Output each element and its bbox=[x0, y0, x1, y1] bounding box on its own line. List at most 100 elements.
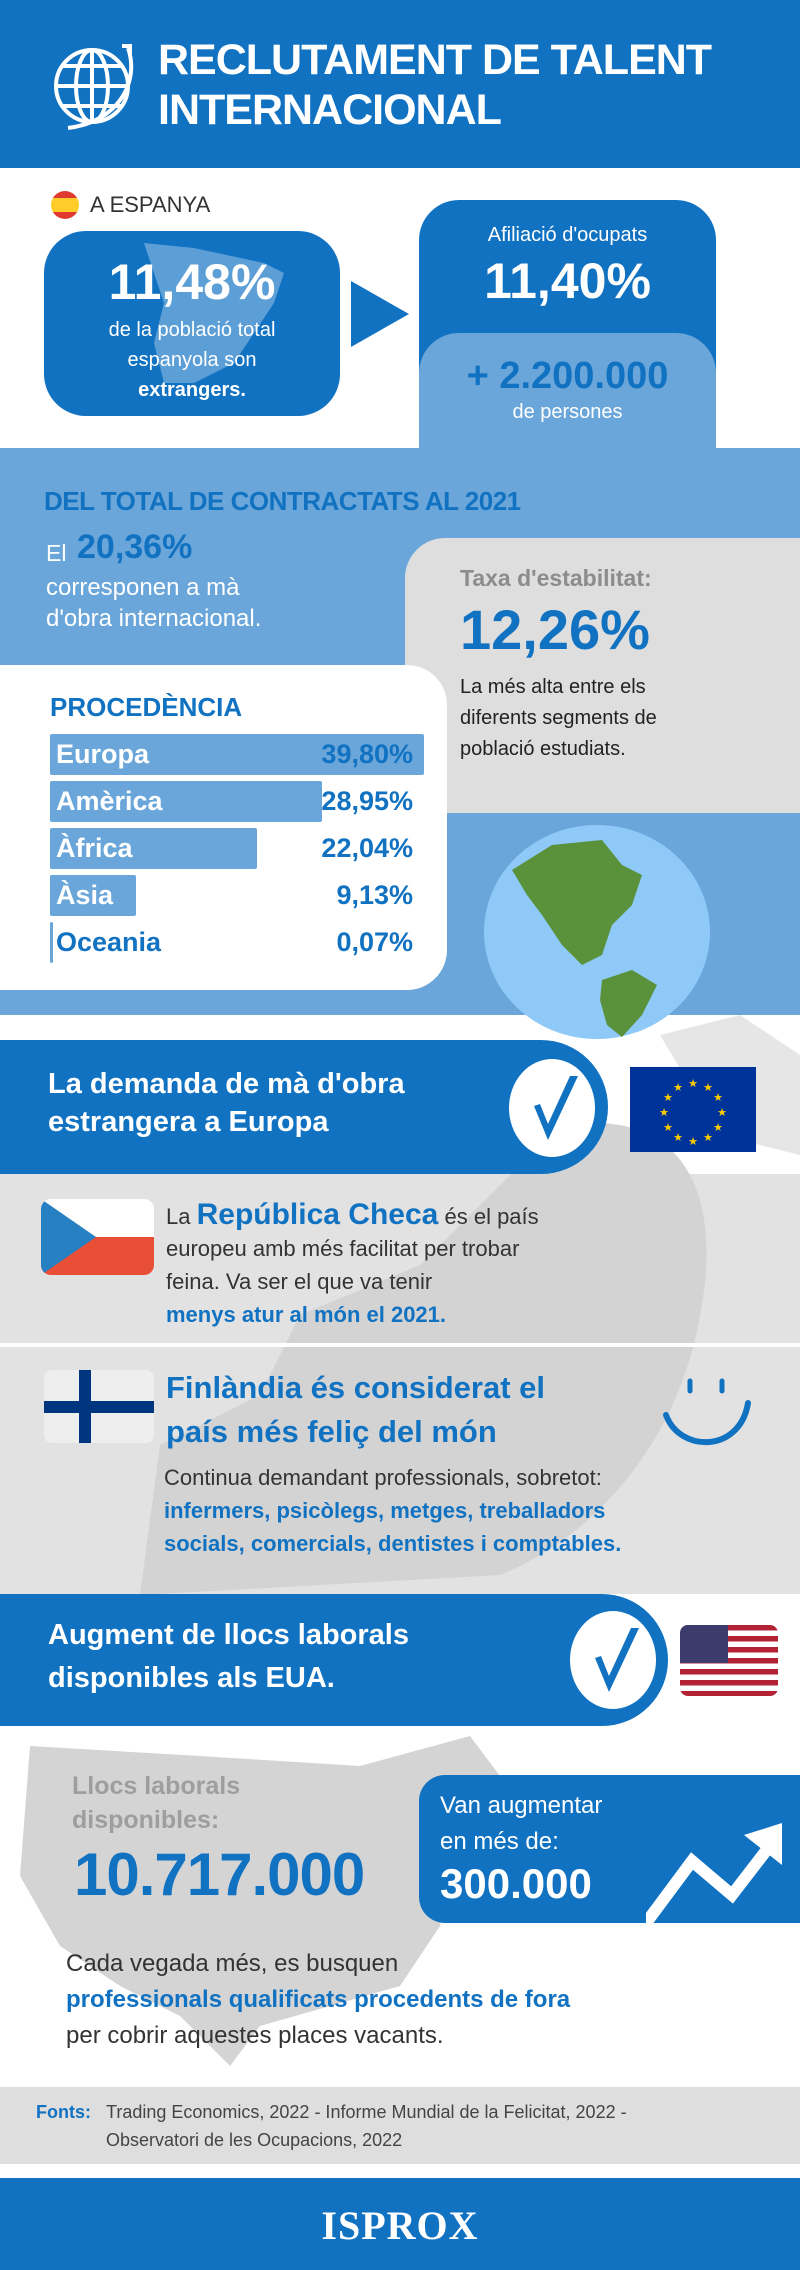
bar-àsia bbox=[50, 875, 136, 916]
persons-label: de persones bbox=[512, 401, 623, 423]
finland-flag-icon bbox=[44, 1370, 154, 1443]
header bbox=[0, 0, 800, 168]
bar-àfrica bbox=[50, 828, 258, 869]
bar-label: Àsia bbox=[56, 880, 114, 910]
affiliation-label: Afiliació d'ocupats bbox=[487, 224, 648, 246]
czech-line3: feina. Va ser el que va tenir bbox=[166, 1269, 433, 1294]
bar-amèrica bbox=[50, 781, 323, 822]
svg-text:★: ★ bbox=[713, 1122, 723, 1134]
bar-value: 9,13% bbox=[336, 880, 413, 910]
spain-flag-icon bbox=[51, 191, 79, 219]
stability-desc3: població estudiats. bbox=[460, 738, 626, 760]
page-title-line2: INTERNACIONAL bbox=[158, 86, 502, 134]
contracts-heading: DEL TOTAL DE CONTRACTATS AL 2021 bbox=[44, 486, 521, 516]
affiliation-card: Afiliació d'ocupats 11,40% + 2.200.000 d… bbox=[419, 200, 716, 450]
contracts-line2: d'obra internacional. bbox=[46, 605, 262, 632]
stability-desc1: La més alta entre els bbox=[460, 676, 646, 698]
svg-text:★: ★ bbox=[713, 1092, 723, 1104]
foreigners-desc3: extrangers. bbox=[138, 379, 246, 401]
spain-map-icon bbox=[144, 243, 284, 383]
page-title-line1: RECLUTAMENT DE TALENT bbox=[158, 36, 712, 84]
svg-text:★: ★ bbox=[703, 1082, 713, 1094]
procedencia-card bbox=[0, 665, 447, 990]
bar-europa bbox=[50, 734, 424, 775]
stability-pct: 12,26% bbox=[460, 598, 650, 661]
usa-banner-line1: Augment de llocs laborals bbox=[48, 1619, 409, 1651]
bar-value: 22,04% bbox=[321, 833, 413, 863]
bar-value: 28,95% bbox=[321, 786, 413, 816]
usa-flag-icon bbox=[680, 1625, 778, 1696]
svg-text:★: ★ bbox=[659, 1107, 669, 1119]
czech-post: és el país bbox=[444, 1204, 539, 1229]
bar-label: Europa bbox=[56, 739, 150, 769]
contracts-el: El bbox=[46, 540, 67, 566]
smiley-icon bbox=[663, 1378, 751, 1446]
spain-label: A ESPANYA bbox=[90, 192, 211, 217]
finland-heading1: Finlàndia és considerat el bbox=[166, 1370, 546, 1405]
sources-label: Fonts: bbox=[36, 2102, 91, 2122]
section-divider bbox=[0, 1343, 800, 1347]
jobs-label2: disponibles: bbox=[72, 1806, 220, 1834]
arrow-right-icon bbox=[351, 281, 409, 347]
bar-value: 0,07% bbox=[336, 927, 413, 957]
sources-line2: Observatori de les Ocupacions, 2022 bbox=[106, 2130, 403, 2150]
foreigners-pct: 11,48% bbox=[108, 254, 276, 310]
svg-text:★: ★ bbox=[663, 1122, 673, 1134]
procedencia-title: PROCEDÈNCIA bbox=[50, 692, 243, 722]
czech-line4: menys atur al món el 2021. bbox=[166, 1302, 447, 1327]
svg-text:★: ★ bbox=[703, 1132, 713, 1144]
bar-oceania bbox=[50, 922, 53, 963]
czech-pre: La bbox=[166, 1204, 191, 1229]
checkmark-icon bbox=[509, 1059, 595, 1157]
finland-heading2: país més feliç del món bbox=[166, 1414, 497, 1449]
affiliation-pct: 11,40% bbox=[484, 253, 651, 309]
bar-value: 39,80% bbox=[321, 739, 413, 769]
isprox-logo: ISPROX bbox=[321, 2203, 479, 2248]
stability-desc2: diferents segments de bbox=[460, 707, 657, 729]
europe-banner-line1: La demanda de mà d'obra bbox=[48, 1068, 405, 1100]
finland-body: Continua demandant professionals, sobret… bbox=[164, 1465, 602, 1490]
persons-value: + 2.200.000 bbox=[466, 355, 669, 397]
jobs-label1: Llocs laborals bbox=[72, 1772, 241, 1800]
contracts-line1: corresponen a mà bbox=[46, 574, 240, 601]
usa-para-line1: Cada vegada més, es busquen bbox=[66, 1950, 399, 1977]
czech-flag-icon bbox=[41, 1199, 154, 1275]
increase-line1: Van augmentar bbox=[440, 1792, 603, 1819]
foreigners-desc2: espanyola son bbox=[127, 349, 257, 371]
svg-text:★: ★ bbox=[673, 1132, 683, 1144]
earth-globe-icon bbox=[484, 825, 710, 1039]
persons-panel: + 2.200.000 de persones bbox=[419, 333, 716, 450]
contracts-pct: 20,36% bbox=[77, 528, 193, 566]
svg-text:★: ★ bbox=[673, 1082, 683, 1094]
trend-up-arrow-icon bbox=[646, 1823, 782, 1923]
svg-text:★: ★ bbox=[688, 1078, 698, 1090]
usa-map-background bbox=[20, 1736, 500, 2066]
finland-list2: socials, comercials, dentistes i comptab… bbox=[164, 1531, 622, 1556]
bar-label: Àfrica bbox=[56, 833, 133, 863]
stability-label: Taxa d'estabilitat: bbox=[460, 565, 652, 591]
bar-label: Oceania bbox=[56, 927, 162, 957]
czech-name: República Checa bbox=[196, 1198, 439, 1231]
czech-line2: europeu amb més facilitat per trobar bbox=[166, 1236, 520, 1261]
globe-arrows-icon bbox=[54, 44, 134, 130]
increase-value: 300.000 bbox=[440, 1860, 592, 1907]
svg-text:★: ★ bbox=[663, 1092, 673, 1104]
usa-para-line3: per cobrir aquestes places vacants. bbox=[66, 2022, 444, 2049]
usa-banner bbox=[0, 1594, 668, 1726]
usa-para-line2: professionals qualificats procedents de … bbox=[66, 1986, 571, 2013]
footer bbox=[0, 2178, 800, 2270]
foreigners-desc1: de la població total bbox=[108, 319, 276, 341]
foreigners-card: 11,48% de la població total espanyola so… bbox=[44, 231, 340, 416]
sources-box bbox=[0, 2087, 800, 2164]
stability-card bbox=[405, 538, 800, 813]
sources-line1: Trading Economics, 2022 - Informe Mundia… bbox=[106, 2102, 627, 2122]
czech-line1: La República Checa és el país bbox=[166, 1198, 539, 1232]
increase-line2: en més de: bbox=[440, 1828, 559, 1855]
checkmark-icon bbox=[570, 1611, 656, 1709]
eu-flag-icon: ★★★ ★★ ★★ ★★ ★★ ★ bbox=[630, 1067, 756, 1152]
jobs-value: 10.717.000 bbox=[74, 1841, 365, 1908]
finland-list1: infermers, psicòlegs, metges, treballado… bbox=[164, 1498, 606, 1523]
europe-banner-line2: estrangera a Europa bbox=[48, 1106, 329, 1138]
europe-banner bbox=[0, 1040, 608, 1174]
svg-text:★: ★ bbox=[688, 1136, 698, 1148]
